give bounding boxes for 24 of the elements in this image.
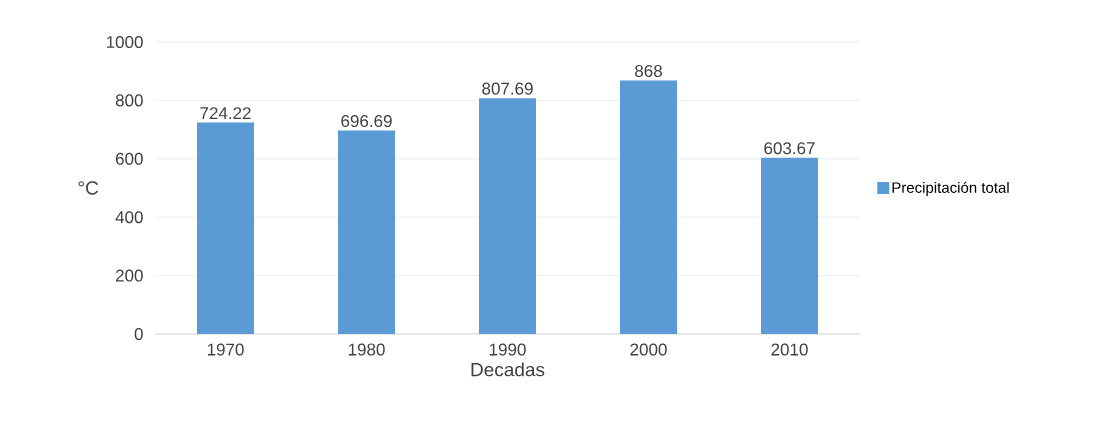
bar bbox=[761, 157, 819, 334]
x-tick-label: 1990 bbox=[489, 343, 526, 356]
bar bbox=[338, 130, 395, 334]
bar bbox=[620, 80, 678, 334]
data-label: 868 bbox=[635, 64, 662, 78]
x-tick-label: 1970 bbox=[207, 343, 244, 356]
bar bbox=[479, 98, 536, 334]
x-tick-label: 2010 bbox=[771, 343, 808, 356]
y-tick-label: 0 bbox=[134, 327, 143, 341]
y-tick-label: 1000 bbox=[106, 35, 143, 49]
x-tick-label: 1980 bbox=[348, 343, 385, 356]
legend-label: Precipitación total bbox=[892, 181, 1009, 196]
y-tick-label: 800 bbox=[115, 94, 143, 107]
data-label: 696.69 bbox=[341, 115, 392, 128]
data-label: 807.69 bbox=[482, 82, 533, 95]
y-tick-label: 400 bbox=[115, 211, 143, 224]
data-label: 603.67 bbox=[764, 142, 815, 155]
y-tick-label: 200 bbox=[115, 269, 143, 282]
x-axis-title: Decadas bbox=[471, 362, 545, 377]
y-axis-title: °C bbox=[78, 181, 99, 195]
data-label: 724.22 bbox=[200, 107, 251, 119]
x-tick-label: 2000 bbox=[630, 343, 667, 356]
bar bbox=[197, 122, 254, 334]
y-tick-label: 600 bbox=[115, 152, 143, 165]
